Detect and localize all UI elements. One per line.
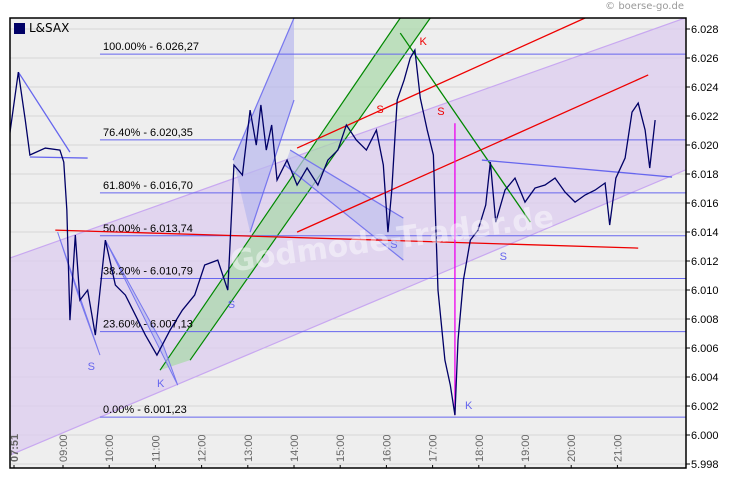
price-series-line (10, 47, 656, 416)
trend-line (55, 229, 639, 249)
x-tick-label: 09:00 (58, 434, 70, 462)
pattern-annotation: S (390, 239, 397, 251)
x-tick-label: 16:00 (381, 434, 393, 462)
y-tick-label: 6.022 (691, 111, 719, 123)
fib-level-label: 23.60% - 6.007,13 (103, 319, 193, 331)
plot-frame (9, 17, 687, 469)
channel-line (232, 18, 295, 161)
pattern-annotation: S (228, 299, 235, 311)
y-tick-label: 6.014 (691, 227, 719, 239)
fib-level-label: 100.00% - 6.026,27 (103, 41, 199, 53)
channel-line (284, 164, 404, 261)
x-tick-label: 14:00 (289, 434, 301, 462)
pattern-annotation: K (420, 36, 428, 48)
legend: L&SAX (14, 21, 69, 35)
x-tick-label: 18:00 (474, 434, 486, 462)
trend-line (399, 32, 531, 223)
y-tick-label: 6.012 (691, 256, 719, 268)
channel-fill (284, 150, 404, 261)
copyright: © boerse-go.de (605, 1, 684, 12)
trend-line (296, 18, 586, 149)
y-tick-label: 6.016 (691, 198, 719, 210)
pattern-annotation: K (465, 400, 473, 412)
fib-level-label: 76.40% - 6.020,35 (103, 127, 193, 139)
x-tick-label: 19:00 (520, 434, 532, 462)
legend-swatch (14, 22, 25, 34)
fib-level-label: 0.00% - 6.001,23 (103, 404, 187, 416)
y-tick-label: 5.998 (691, 459, 719, 471)
x-tick-label: 12:00 (197, 434, 209, 462)
channel-line (289, 149, 404, 219)
x-tick-label: 07:51 (9, 434, 21, 462)
x-tick-label: 15:00 (335, 434, 347, 462)
y-tick-label: 6.006 (691, 343, 719, 355)
y-tick-label: 6.002 (691, 401, 719, 413)
x-tick-label: 11:00 (150, 435, 162, 462)
y-tick-label: 6.008 (691, 314, 719, 326)
plot-area: 100.00% - 6.026,27 76.40% - 6.020,35 61.80… (10, 18, 686, 465)
channel-line (10, 18, 686, 259)
trend-line (29, 156, 88, 159)
pattern-annotation: K (157, 378, 165, 390)
channel-line (189, 18, 431, 361)
trend-line (17, 71, 71, 153)
x-tick-label: 10:00 (104, 434, 116, 462)
x-tick-label: 13:00 (243, 434, 255, 462)
pattern-annotation: S (500, 251, 507, 263)
triangle-pattern (104, 239, 179, 386)
channel-line (10, 169, 686, 456)
y-tick-label: 6.024 (691, 82, 719, 94)
y-tick-label: 6.026 (691, 53, 719, 65)
x-tick-label: 17:00 (428, 434, 440, 462)
y-tick-label: 6.004 (691, 372, 719, 384)
pattern-annotation: S (376, 104, 383, 116)
y-tick-label: 6.018 (691, 169, 719, 181)
fib-level-label: 38.20% - 6.010,79 (103, 266, 193, 278)
trend-line (296, 74, 649, 233)
fib-level-label: 61.80% - 6.016,70 (103, 180, 193, 192)
channel-line (159, 18, 401, 371)
channel-line (249, 99, 295, 233)
pattern-annotation: S (88, 361, 95, 373)
pattern-annotation: S (437, 106, 444, 118)
y-tick-label: 6.020 (691, 140, 719, 152)
y-tick-label: 6.000 (691, 430, 719, 442)
legend-label: L&SAX (29, 21, 70, 35)
x-tick-label: 21:00 (612, 434, 624, 462)
y-tick-label: 6.010 (691, 285, 719, 297)
y-tick-label: 6.028 (691, 24, 719, 36)
x-tick-label: 20:00 (566, 434, 578, 462)
trend-line (481, 159, 673, 178)
